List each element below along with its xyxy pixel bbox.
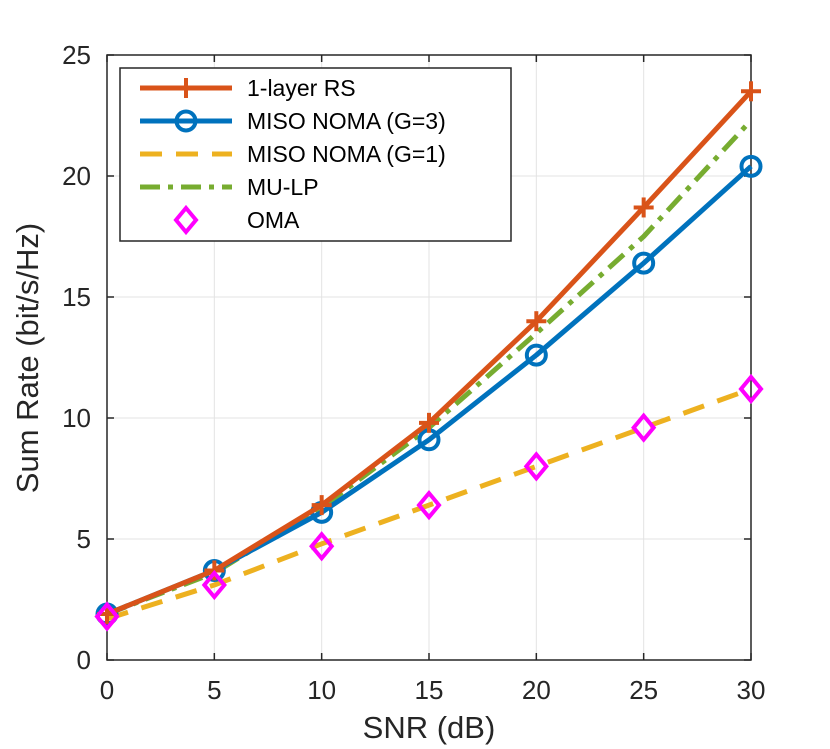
data-point-miso-noma-g-3 xyxy=(524,343,548,367)
x-tick-label: 5 xyxy=(207,675,221,705)
data-point-1-layer-rs xyxy=(311,495,332,516)
legend-label-oma: OMA xyxy=(247,207,300,233)
axis-ticks: 0 5 10 15 20 25 30 0 5 10 15 20 25 xyxy=(62,40,765,705)
data-point-oma xyxy=(309,531,335,562)
y-tick-label: 10 xyxy=(62,403,91,433)
legend-label-mu-lp: MU-LP xyxy=(247,174,319,200)
legend-label-miso-noma-g-1: MISO NOMA (G=1) xyxy=(247,141,446,167)
legend-label-1-layer-rs: 1-layer RS xyxy=(247,75,356,101)
legend: 1-layer RS MISO NOMA (G=3) MISO NOMA (G=1)… xyxy=(119,67,512,242)
series-line-miso-noma-g-1 xyxy=(106,386,752,622)
legend-item-mu-lp: MU-LP xyxy=(140,174,319,200)
y-tick-label: 0 xyxy=(77,645,91,675)
data-point-oma xyxy=(94,601,120,632)
data-point-1-layer-rs xyxy=(419,412,439,433)
data-point-oma xyxy=(201,569,227,601)
y-axis-title: Sum Rate (bit/s/Hz) xyxy=(10,223,45,493)
data-point-oma xyxy=(416,489,442,521)
legend-label-miso-noma-g-3: MISO NOMA (G=3) xyxy=(247,108,446,134)
data-point-oma xyxy=(523,451,549,482)
x-tick-label: 0 xyxy=(100,675,114,705)
legend-item-miso-noma-g-1: MISO NOMA (G=1) xyxy=(140,141,446,167)
series-oma xyxy=(94,373,764,632)
data-point-1-layer-rs xyxy=(526,311,547,332)
x-tick-label: 25 xyxy=(629,675,658,705)
series-group xyxy=(94,81,764,632)
legend-marker-miso-noma-g-3 xyxy=(174,109,198,133)
legend-marker-1-layer-rs xyxy=(176,78,196,98)
y-tick-label: 5 xyxy=(77,524,91,554)
y-tick-label: 25 xyxy=(62,40,91,70)
legend-item-oma: OMA xyxy=(173,204,300,236)
x-tick-label: 15 xyxy=(415,675,444,705)
data-point-miso-noma-g-3 xyxy=(739,154,763,178)
legend-marker-oma xyxy=(173,204,199,236)
legend-item-miso-noma-g-3: MISO NOMA (G=3) xyxy=(140,108,446,134)
x-tick-label: 30 xyxy=(737,675,766,705)
x-tick-label: 10 xyxy=(307,675,336,705)
series-miso-noma-g-1 xyxy=(106,386,752,622)
data-point-1-layer-rs xyxy=(741,81,761,102)
legend-item-1-layer-rs: 1-layer RS xyxy=(140,75,356,101)
data-point-1-layer-rs xyxy=(633,197,654,218)
y-tick-label: 20 xyxy=(62,161,91,191)
y-tick-label: 15 xyxy=(62,282,91,312)
x-tick-label: 20 xyxy=(522,675,551,705)
x-axis-title: SNR (dB) xyxy=(363,710,496,745)
data-point-miso-noma-g-3 xyxy=(632,251,656,275)
data-point-oma xyxy=(631,412,657,443)
data-point-oma xyxy=(738,373,764,405)
